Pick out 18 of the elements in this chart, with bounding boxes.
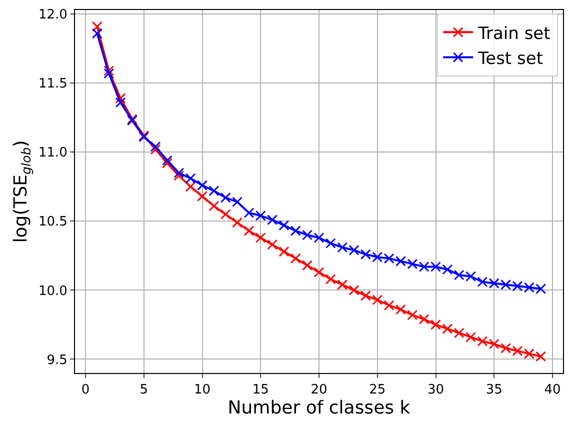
x-tick-label: 30 — [427, 382, 444, 398]
y-tick-label: 11.0 — [38, 146, 68, 161]
y-tick-label: 12.0 — [38, 8, 68, 23]
x-tick-label: 5 — [140, 382, 148, 398]
x-tick-label: 25 — [369, 382, 386, 398]
x-tick-label: 0 — [81, 382, 90, 398]
x-tick-label: 35 — [486, 382, 502, 398]
y-tick-label: 10.0 — [38, 284, 68, 299]
x-tick-label: 20 — [310, 382, 328, 398]
y-tick-label: 11.5 — [38, 76, 68, 92]
y-tick-label: 10.5 — [38, 214, 68, 230]
x-tick-label: 40 — [544, 382, 561, 398]
x-tick-label: 10 — [194, 382, 211, 398]
legend-label: Train set — [477, 24, 551, 44]
legend-label: Test set — [477, 48, 544, 69]
x-tick-label: 15 — [252, 382, 269, 398]
y-tick-label: 9.5 — [46, 352, 68, 368]
x-axis-title: Number of classes k — [228, 398, 411, 419]
